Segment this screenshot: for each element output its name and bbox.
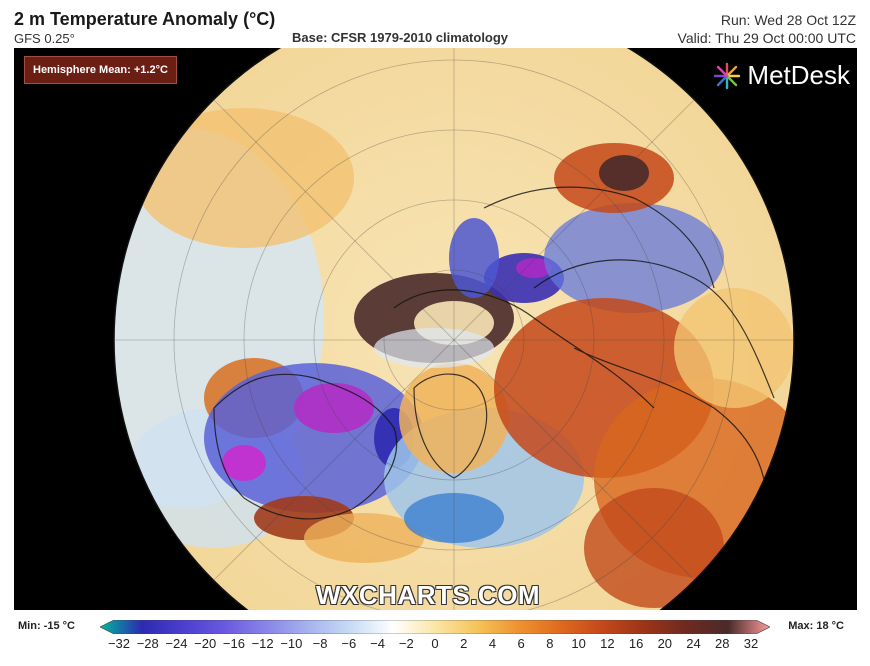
run-label: Run: Wed 28 Oct 12Z xyxy=(720,12,856,28)
colorbar-tick-label: 28 xyxy=(715,636,730,651)
model-label: GFS 0.25° xyxy=(14,31,75,46)
colorbar-tick-label: −10 xyxy=(280,636,303,651)
colorbar-tick-label: −6 xyxy=(341,636,357,651)
colorbar-tick-label: 24 xyxy=(686,636,701,651)
colorbar-tick-label: 0 xyxy=(431,636,439,651)
colorbar-tick-label: −12 xyxy=(251,636,274,651)
min-value-label: Min: -15 °C xyxy=(18,620,75,632)
hemisphere-mean-badge: Hemisphere Mean: +1.2°C xyxy=(24,56,177,84)
colorbar-ticks: −32 −28 −24 −20 −16 −12 −10 −8 −6 −4 −2 0 2 4 6 8 10 12 16… xyxy=(100,636,770,654)
metdesk-logo: MetDesk xyxy=(713,60,850,91)
colorbar xyxy=(100,620,770,634)
colorbar-tick-label: −20 xyxy=(194,636,217,651)
valid-time-label: Valid: Thu 29 Oct 00:00 UTC xyxy=(677,30,856,46)
metdesk-logo-text: MetDesk xyxy=(747,60,850,90)
anomaly-map[interactable] xyxy=(14,48,857,610)
colorbar-tick-label: 2 xyxy=(460,636,468,651)
metdesk-burst-icon xyxy=(714,62,741,89)
max-value-label: Max: 18 °C xyxy=(788,620,844,632)
colorbar-tick-label: 32 xyxy=(743,636,759,651)
colorbar-tick-label: 12 xyxy=(600,636,615,651)
polar-map-svg xyxy=(14,48,857,610)
colorbar-tick-label: 6 xyxy=(517,636,525,651)
colorbar-tick-label: 4 xyxy=(488,636,497,651)
anomaly-field xyxy=(114,48,794,610)
chart-header: 2 m Temperature Anomaly (°C) GFS 0.25° B… xyxy=(0,0,870,48)
colorbar-tick-label: 20 xyxy=(657,636,673,651)
color-legend: Min: -15 °C Max: 18 °C −32 −28 −24 −20 −16 −1… xyxy=(0,612,870,666)
colorbar-tick-label: −28 xyxy=(136,636,159,651)
colorbar-gradient xyxy=(100,620,770,634)
wxcharts-watermark: WXCHARTS.COM xyxy=(316,580,541,610)
colorbar-tick-label: −4 xyxy=(370,636,385,651)
colorbar-tick-label: 10 xyxy=(571,636,586,651)
colorbar-tick-label: −2 xyxy=(398,636,414,651)
colorbar-tick-label: −32 xyxy=(107,636,131,651)
colorbar-tick-label: 8 xyxy=(546,636,554,651)
chart-title: 2 m Temperature Anomaly (°C) xyxy=(14,9,276,29)
colorbar-tick-label: −8 xyxy=(312,636,328,651)
colorbar-tick-label: −24 xyxy=(165,636,188,651)
base-climatology-label: Base: CFSR 1979-2010 climatology xyxy=(292,30,509,45)
colorbar-tick-label: 16 xyxy=(628,636,644,651)
colorbar-tick-label: −16 xyxy=(222,636,245,651)
